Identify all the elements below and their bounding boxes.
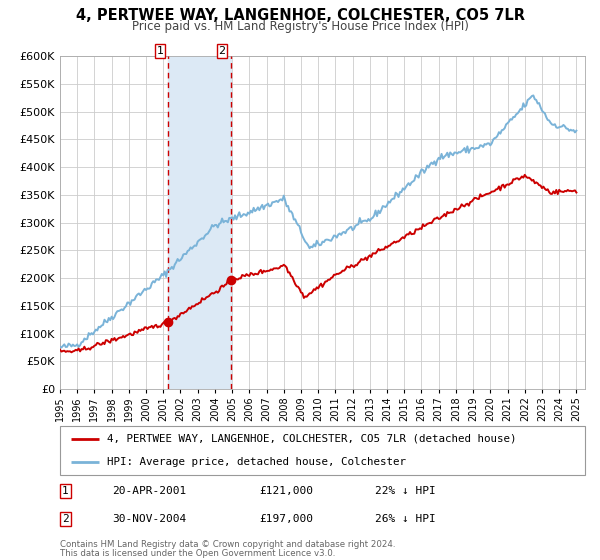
Text: 30-NOV-2004: 30-NOV-2004: [113, 514, 187, 524]
Text: HPI: Average price, detached house, Colchester: HPI: Average price, detached house, Colc…: [107, 456, 406, 466]
Text: Contains HM Land Registry data © Crown copyright and database right 2024.: Contains HM Land Registry data © Crown c…: [60, 540, 395, 549]
Text: 2: 2: [62, 514, 68, 524]
Text: £197,000: £197,000: [260, 514, 314, 524]
Text: 2: 2: [218, 46, 226, 56]
Text: 4, PERTWEE WAY, LANGENHOE, COLCHESTER, CO5 7LR: 4, PERTWEE WAY, LANGENHOE, COLCHESTER, C…: [76, 8, 524, 24]
Text: Price paid vs. HM Land Registry's House Price Index (HPI): Price paid vs. HM Land Registry's House …: [131, 20, 469, 32]
Bar: [169, 56, 231, 389]
Text: 1: 1: [157, 46, 163, 56]
Text: 22% ↓ HPI: 22% ↓ HPI: [375, 486, 436, 496]
Text: £121,000: £121,000: [260, 486, 314, 496]
Text: 26% ↓ HPI: 26% ↓ HPI: [375, 514, 436, 524]
Text: 1: 1: [62, 486, 68, 496]
Text: This data is licensed under the Open Government Licence v3.0.: This data is licensed under the Open Gov…: [60, 549, 335, 558]
Text: 20-APR-2001: 20-APR-2001: [113, 486, 187, 496]
Text: 4, PERTWEE WAY, LANGENHOE, COLCHESTER, CO5 7LR (detached house): 4, PERTWEE WAY, LANGENHOE, COLCHESTER, C…: [107, 434, 517, 444]
